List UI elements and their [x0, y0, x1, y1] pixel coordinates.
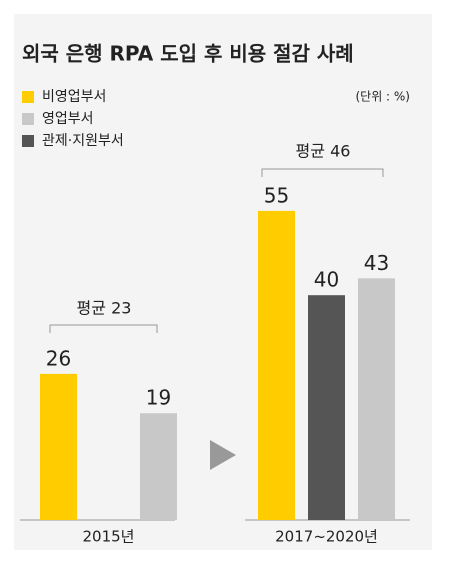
legend-label: 영업부서	[42, 111, 94, 127]
value-label: 55	[264, 183, 289, 207]
legend-label: 비영업부서	[42, 89, 106, 105]
bar	[358, 278, 395, 520]
legend-swatch	[22, 135, 34, 147]
bracket	[261, 168, 384, 177]
bar	[40, 373, 77, 520]
bar	[258, 210, 295, 520]
legend-swatch	[22, 113, 34, 125]
unit-label: (단위 : %)	[355, 90, 410, 104]
x-tick-label: 2017~2020년	[275, 528, 378, 546]
legend-label: 관제·지원부서	[42, 133, 124, 149]
annotation: 평균 23	[77, 299, 132, 318]
value-label: 40	[314, 268, 339, 292]
bar	[140, 413, 177, 520]
value-label: 19	[146, 386, 171, 410]
value-label: 26	[46, 346, 71, 370]
bracket	[49, 324, 158, 333]
annotation: 평균 46	[296, 142, 351, 161]
chart-title: 외국 은행 RPA 도입 후 비용 절감 사례	[22, 42, 354, 66]
legend-swatch	[22, 91, 34, 103]
bar	[308, 295, 345, 520]
value-label: 43	[364, 251, 389, 275]
arrow	[210, 440, 236, 470]
x-tick-label: 2015년	[83, 528, 135, 546]
